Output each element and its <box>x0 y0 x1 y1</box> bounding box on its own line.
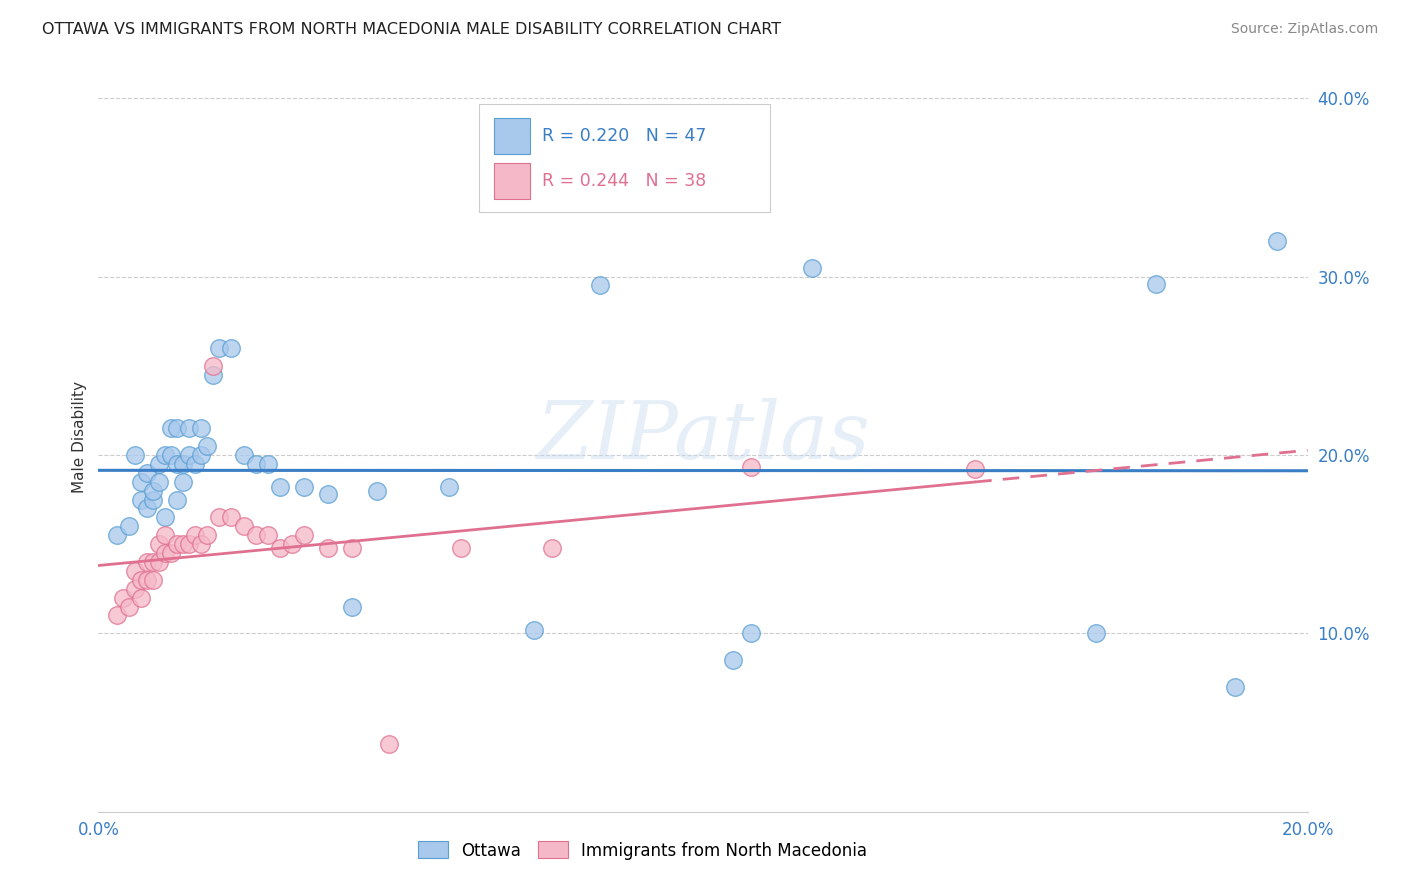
Point <box>160 448 183 462</box>
Point <box>190 537 212 551</box>
Point <box>316 487 339 501</box>
Text: ZIPatlas: ZIPatlas <box>536 399 870 475</box>
Point <box>184 457 207 471</box>
Point <box>740 626 762 640</box>
Point <box>316 541 339 555</box>
Point <box>281 537 304 551</box>
Point <box>1223 680 1246 694</box>
FancyBboxPatch shape <box>494 118 530 153</box>
Point <box>105 528 128 542</box>
Point <box>195 528 218 542</box>
Point <box>148 475 170 489</box>
Point <box>135 466 157 480</box>
Point <box>292 480 315 494</box>
Point <box>366 483 388 498</box>
Point <box>124 564 146 578</box>
Point <box>166 457 188 471</box>
Point <box>166 421 188 435</box>
Point <box>135 555 157 569</box>
Point <box>179 537 201 551</box>
Point <box>269 541 291 555</box>
Point <box>118 599 141 614</box>
Point <box>740 460 762 475</box>
Point <box>232 448 254 462</box>
Point <box>450 541 472 555</box>
Point <box>342 599 364 614</box>
Point <box>202 368 225 382</box>
Point <box>129 475 152 489</box>
Point <box>135 573 157 587</box>
Point <box>160 421 183 435</box>
Point <box>202 359 225 373</box>
Point <box>190 421 212 435</box>
Point <box>153 528 176 542</box>
Point <box>148 537 170 551</box>
Point <box>1144 277 1167 291</box>
FancyBboxPatch shape <box>479 103 769 212</box>
Point <box>153 510 176 524</box>
Point <box>166 492 188 507</box>
Text: R = 0.244   N = 38: R = 0.244 N = 38 <box>543 172 706 190</box>
Point <box>153 448 176 462</box>
Point <box>184 528 207 542</box>
Point <box>148 457 170 471</box>
Point <box>292 528 315 542</box>
Point <box>172 475 194 489</box>
Point <box>142 483 165 498</box>
Point <box>142 492 165 507</box>
Point <box>124 448 146 462</box>
Point <box>105 608 128 623</box>
Point <box>179 421 201 435</box>
Point <box>166 537 188 551</box>
Point <box>129 573 152 587</box>
Point <box>342 541 364 555</box>
Point <box>800 260 823 275</box>
Text: Source: ZipAtlas.com: Source: ZipAtlas.com <box>1230 22 1378 37</box>
Point <box>221 341 243 355</box>
Point <box>1085 626 1108 640</box>
Point <box>723 653 745 667</box>
Point <box>153 546 176 560</box>
Point <box>208 341 231 355</box>
Y-axis label: Male Disability: Male Disability <box>72 381 87 493</box>
Point <box>245 457 267 471</box>
Point <box>437 480 460 494</box>
Legend: Ottawa, Immigrants from North Macedonia: Ottawa, Immigrants from North Macedonia <box>418 841 868 860</box>
Point <box>172 537 194 551</box>
Point <box>135 501 157 516</box>
Point <box>118 519 141 533</box>
FancyBboxPatch shape <box>494 163 530 199</box>
Point <box>124 582 146 596</box>
Point <box>523 623 546 637</box>
Point <box>148 555 170 569</box>
Text: OTTAWA VS IMMIGRANTS FROM NORTH MACEDONIA MALE DISABILITY CORRELATION CHART: OTTAWA VS IMMIGRANTS FROM NORTH MACEDONI… <box>42 22 782 37</box>
Point <box>142 555 165 569</box>
Text: R = 0.220   N = 47: R = 0.220 N = 47 <box>543 127 707 145</box>
Point <box>129 492 152 507</box>
Point <box>195 439 218 453</box>
Point <box>160 546 183 560</box>
Point <box>129 591 152 605</box>
Point <box>142 573 165 587</box>
Point <box>111 591 134 605</box>
Point <box>377 737 399 751</box>
Point <box>589 278 612 293</box>
Point <box>965 462 987 476</box>
Point <box>179 448 201 462</box>
Point <box>256 528 278 542</box>
Point <box>1267 234 1289 248</box>
Point <box>190 448 212 462</box>
Point <box>245 528 267 542</box>
Point <box>269 480 291 494</box>
Point <box>221 510 243 524</box>
Point <box>540 541 562 555</box>
Point <box>232 519 254 533</box>
Point <box>256 457 278 471</box>
Point <box>172 457 194 471</box>
Point <box>208 510 231 524</box>
